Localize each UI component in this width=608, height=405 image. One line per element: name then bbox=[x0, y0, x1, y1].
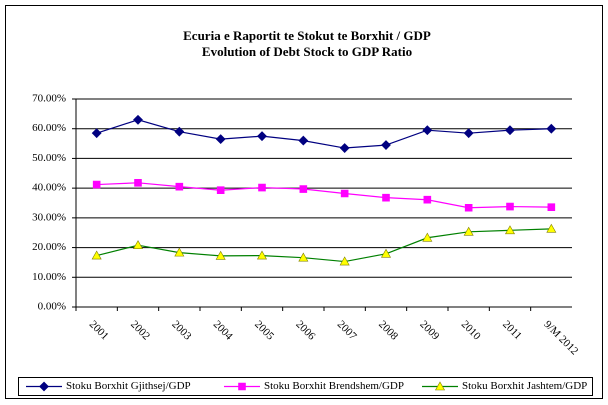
y-tick-label: 0.00% bbox=[38, 301, 66, 313]
marker bbox=[174, 126, 185, 137]
marker bbox=[547, 203, 556, 211]
marker bbox=[339, 143, 350, 153]
marker bbox=[423, 195, 432, 204]
marker bbox=[238, 382, 246, 391]
marker bbox=[298, 252, 309, 262]
marker bbox=[216, 186, 225, 195]
marker bbox=[422, 125, 433, 136]
chart-frame bbox=[5, 5, 603, 399]
marker bbox=[463, 226, 474, 236]
y-tick-label: 50.00% bbox=[32, 152, 66, 164]
marker bbox=[175, 182, 184, 191]
marker bbox=[340, 189, 349, 198]
marker bbox=[505, 125, 515, 136]
marker bbox=[380, 248, 392, 258]
chart-title: Ecuria e Raportit te Stokut te Borxhit /… bbox=[183, 28, 431, 43]
marker bbox=[546, 123, 557, 134]
y-tick-label: 60.00% bbox=[32, 122, 66, 134]
series-line bbox=[96, 119, 552, 149]
marker bbox=[174, 247, 185, 257]
marker bbox=[463, 128, 474, 139]
marker bbox=[258, 183, 266, 192]
marker bbox=[422, 232, 433, 242]
y-tick-label: 70.00% bbox=[32, 93, 66, 105]
marker bbox=[91, 250, 102, 260]
marker bbox=[382, 193, 390, 202]
marker bbox=[39, 381, 49, 392]
marker bbox=[215, 134, 226, 145]
marker bbox=[504, 225, 516, 235]
marker bbox=[298, 135, 309, 146]
marker bbox=[92, 180, 101, 189]
chart-subtitle: Evolution of Debt Stock to GDP Ratio bbox=[202, 44, 412, 59]
y-tick-label: 40.00% bbox=[32, 182, 66, 194]
series-line bbox=[96, 182, 552, 209]
marker bbox=[434, 381, 446, 391]
marker bbox=[132, 240, 144, 249]
marker bbox=[339, 256, 350, 266]
marker bbox=[257, 131, 267, 142]
legend-box bbox=[18, 377, 593, 396]
marker bbox=[215, 250, 226, 260]
legend-label: Stoku Borxhit Jashtem/GDP bbox=[462, 380, 587, 392]
marker bbox=[299, 185, 308, 193]
marker bbox=[133, 114, 143, 125]
legend-label: Stoku Borxhit Brendshem/GDP bbox=[264, 380, 404, 392]
marker bbox=[91, 128, 102, 139]
series-line bbox=[96, 228, 552, 263]
marker bbox=[546, 223, 557, 233]
marker bbox=[134, 178, 142, 187]
y-tick-label: 20.00% bbox=[32, 241, 66, 253]
marker bbox=[381, 140, 391, 150]
marker bbox=[464, 203, 473, 212]
marker bbox=[506, 202, 514, 211]
marker bbox=[256, 250, 268, 260]
y-tick-label: 30.00% bbox=[32, 211, 66, 223]
y-tick-label: 10.00% bbox=[32, 271, 66, 283]
legend-label: Stoku Borxhit Gjithsej/GDP bbox=[66, 380, 191, 392]
